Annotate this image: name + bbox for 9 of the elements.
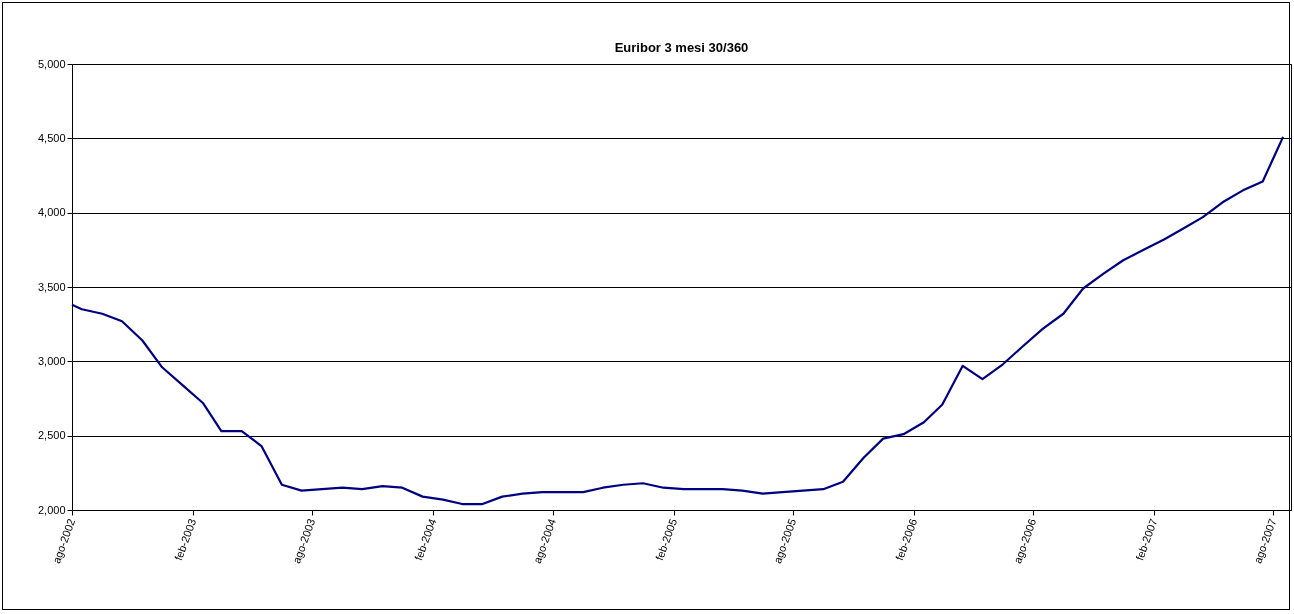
y-tick-label: 3,000	[37, 354, 66, 367]
y-tick-label: 5,000	[37, 57, 66, 70]
y-tick-label: 2,500	[37, 429, 66, 442]
line-series	[70, 135, 1285, 506]
y-tick-label: 4,500	[37, 131, 66, 144]
y-tick-label: 4,000	[37, 206, 66, 219]
y-tick-label: 3,500	[37, 280, 66, 293]
y-tick-label: 2,000	[37, 503, 66, 516]
chart-title: Euribor 3 mesi 30/360	[614, 40, 749, 55]
